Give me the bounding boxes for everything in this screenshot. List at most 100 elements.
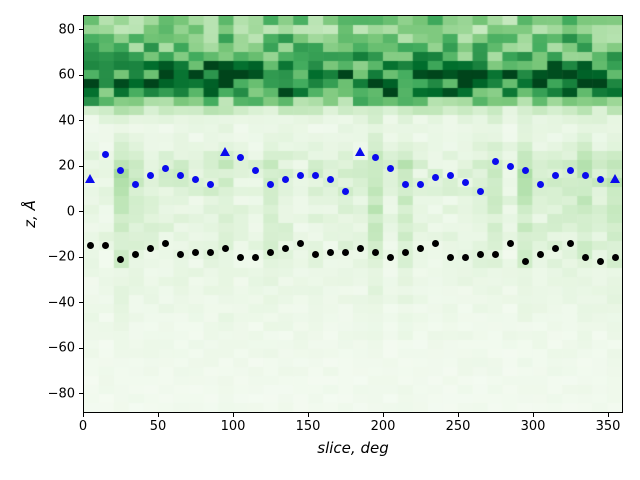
y-tick-label: 80: [58, 22, 75, 38]
upper-boundary-dots-marker: [537, 180, 544, 188]
scatter-marker-layer: [84, 16, 622, 412]
lower-boundary-dots-marker: [192, 249, 199, 257]
lower-boundary-dots-marker: [432, 240, 439, 248]
lower-boundary-dots-marker: [87, 242, 94, 250]
lower-boundary-dots-marker: [612, 253, 619, 261]
upper-boundary-dots-marker: [237, 153, 244, 161]
y-tick-mark: [79, 393, 83, 395]
lower-boundary-dots-marker: [567, 240, 574, 248]
x-tick-label: 300: [520, 419, 546, 434]
lower-boundary-dots-marker: [162, 240, 169, 248]
lower-boundary-dots-marker: [267, 249, 274, 257]
x-tick-mark: [532, 413, 534, 417]
upper-boundary-dots-marker: [297, 171, 304, 179]
y-tick-label: −20: [47, 249, 75, 265]
lower-boundary-dots-marker: [117, 255, 124, 263]
upper-boundary-dots-marker: [327, 176, 334, 184]
lower-boundary-dots-marker: [477, 251, 484, 259]
upper-boundary-dots-marker: [192, 176, 199, 184]
upper-boundary-triangles-marker: [355, 147, 365, 157]
y-tick-mark: [79, 120, 83, 122]
lower-boundary-dots-marker: [282, 244, 289, 252]
upper-boundary-dots-marker: [402, 180, 409, 188]
y-axis-label: z, Å: [21, 200, 39, 228]
y-tick-label: −60: [47, 340, 75, 356]
lower-boundary-dots-marker: [297, 240, 304, 248]
lower-boundary-dots-marker: [372, 249, 379, 257]
upper-boundary-dots-marker: [387, 165, 394, 172]
x-tick-mark: [82, 413, 84, 417]
y-tick-mark: [79, 347, 83, 349]
lower-boundary-dots-marker: [342, 249, 349, 257]
plot-area: [83, 15, 623, 413]
x-tick-mark: [307, 413, 309, 417]
lower-boundary-dots-marker: [507, 240, 514, 248]
upper-boundary-dots-marker: [162, 165, 169, 172]
lower-boundary-dots-marker: [357, 244, 364, 252]
upper-boundary-dots-marker: [492, 158, 499, 166]
upper-boundary-dots-marker: [447, 171, 454, 179]
y-tick-label: 40: [58, 113, 75, 129]
y-tick-mark: [79, 302, 83, 304]
x-tick-mark: [457, 413, 459, 417]
upper-boundary-triangles-marker: [85, 174, 95, 184]
lower-boundary-dots-marker: [327, 249, 334, 257]
upper-boundary-dots-marker: [207, 180, 214, 188]
upper-boundary-dots-marker: [147, 171, 154, 179]
upper-boundary-dots-marker: [117, 167, 124, 175]
upper-boundary-dots-marker: [342, 187, 349, 195]
lower-boundary-dots-marker: [492, 251, 499, 259]
y-tick-mark: [79, 29, 83, 31]
lower-boundary-dots-marker: [237, 253, 244, 261]
upper-boundary-dots-marker: [102, 151, 109, 159]
lower-boundary-dots-marker: [222, 244, 229, 252]
lower-boundary-dots-marker: [312, 251, 319, 259]
x-tick-label: 200: [370, 419, 396, 434]
lower-boundary-dots-marker: [147, 244, 154, 252]
x-tick-mark: [382, 413, 384, 417]
upper-boundary-dots-marker: [522, 167, 529, 175]
x-tick-label: 100: [220, 419, 246, 434]
y-tick-label: −80: [47, 386, 75, 402]
lower-boundary-dots-marker: [582, 253, 589, 261]
x-tick-mark: [607, 413, 609, 417]
upper-boundary-dots-marker: [372, 153, 379, 161]
lower-boundary-dots-marker: [177, 251, 184, 259]
lower-boundary-dots-marker: [597, 258, 604, 266]
lower-boundary-dots-marker: [462, 253, 469, 261]
y-tick-label: 0: [66, 204, 75, 220]
upper-boundary-dots-marker: [132, 180, 139, 188]
upper-boundary-dots-marker: [432, 174, 439, 182]
x-tick-label: 350: [595, 419, 621, 434]
y-tick-label: 60: [58, 67, 75, 83]
upper-boundary-dots-marker: [552, 171, 559, 179]
lower-boundary-dots-marker: [552, 244, 559, 252]
upper-boundary-dots-marker: [477, 187, 484, 195]
x-tick-label: 0: [78, 419, 88, 434]
upper-boundary-dots-marker: [252, 167, 259, 175]
upper-boundary-dots-marker: [282, 176, 289, 184]
upper-boundary-triangles-marker: [220, 147, 230, 157]
upper-boundary-dots-marker: [567, 167, 574, 175]
x-tick-label: 250: [445, 419, 471, 434]
upper-boundary-dots-marker: [417, 180, 424, 188]
upper-boundary-dots-marker: [582, 171, 589, 179]
x-axis-label: slice, deg: [317, 439, 389, 457]
upper-boundary-dots-marker: [507, 162, 514, 170]
x-tick-mark: [232, 413, 234, 417]
y-tick-mark: [79, 211, 83, 213]
lower-boundary-dots-marker: [207, 249, 214, 257]
x-tick-label: 50: [149, 419, 167, 434]
lower-boundary-dots-marker: [522, 258, 529, 266]
y-tick-mark: [79, 74, 83, 76]
y-tick-label: −40: [47, 295, 75, 311]
x-tick-label: 150: [295, 419, 321, 434]
y-tick-label: 20: [58, 158, 75, 174]
lower-boundary-dots-marker: [102, 242, 109, 250]
lower-boundary-dots-marker: [447, 253, 454, 261]
lower-boundary-dots-marker: [402, 249, 409, 257]
lower-boundary-dots-marker: [132, 251, 139, 259]
upper-boundary-dots-marker: [312, 171, 319, 179]
lower-boundary-dots-marker: [252, 253, 259, 261]
